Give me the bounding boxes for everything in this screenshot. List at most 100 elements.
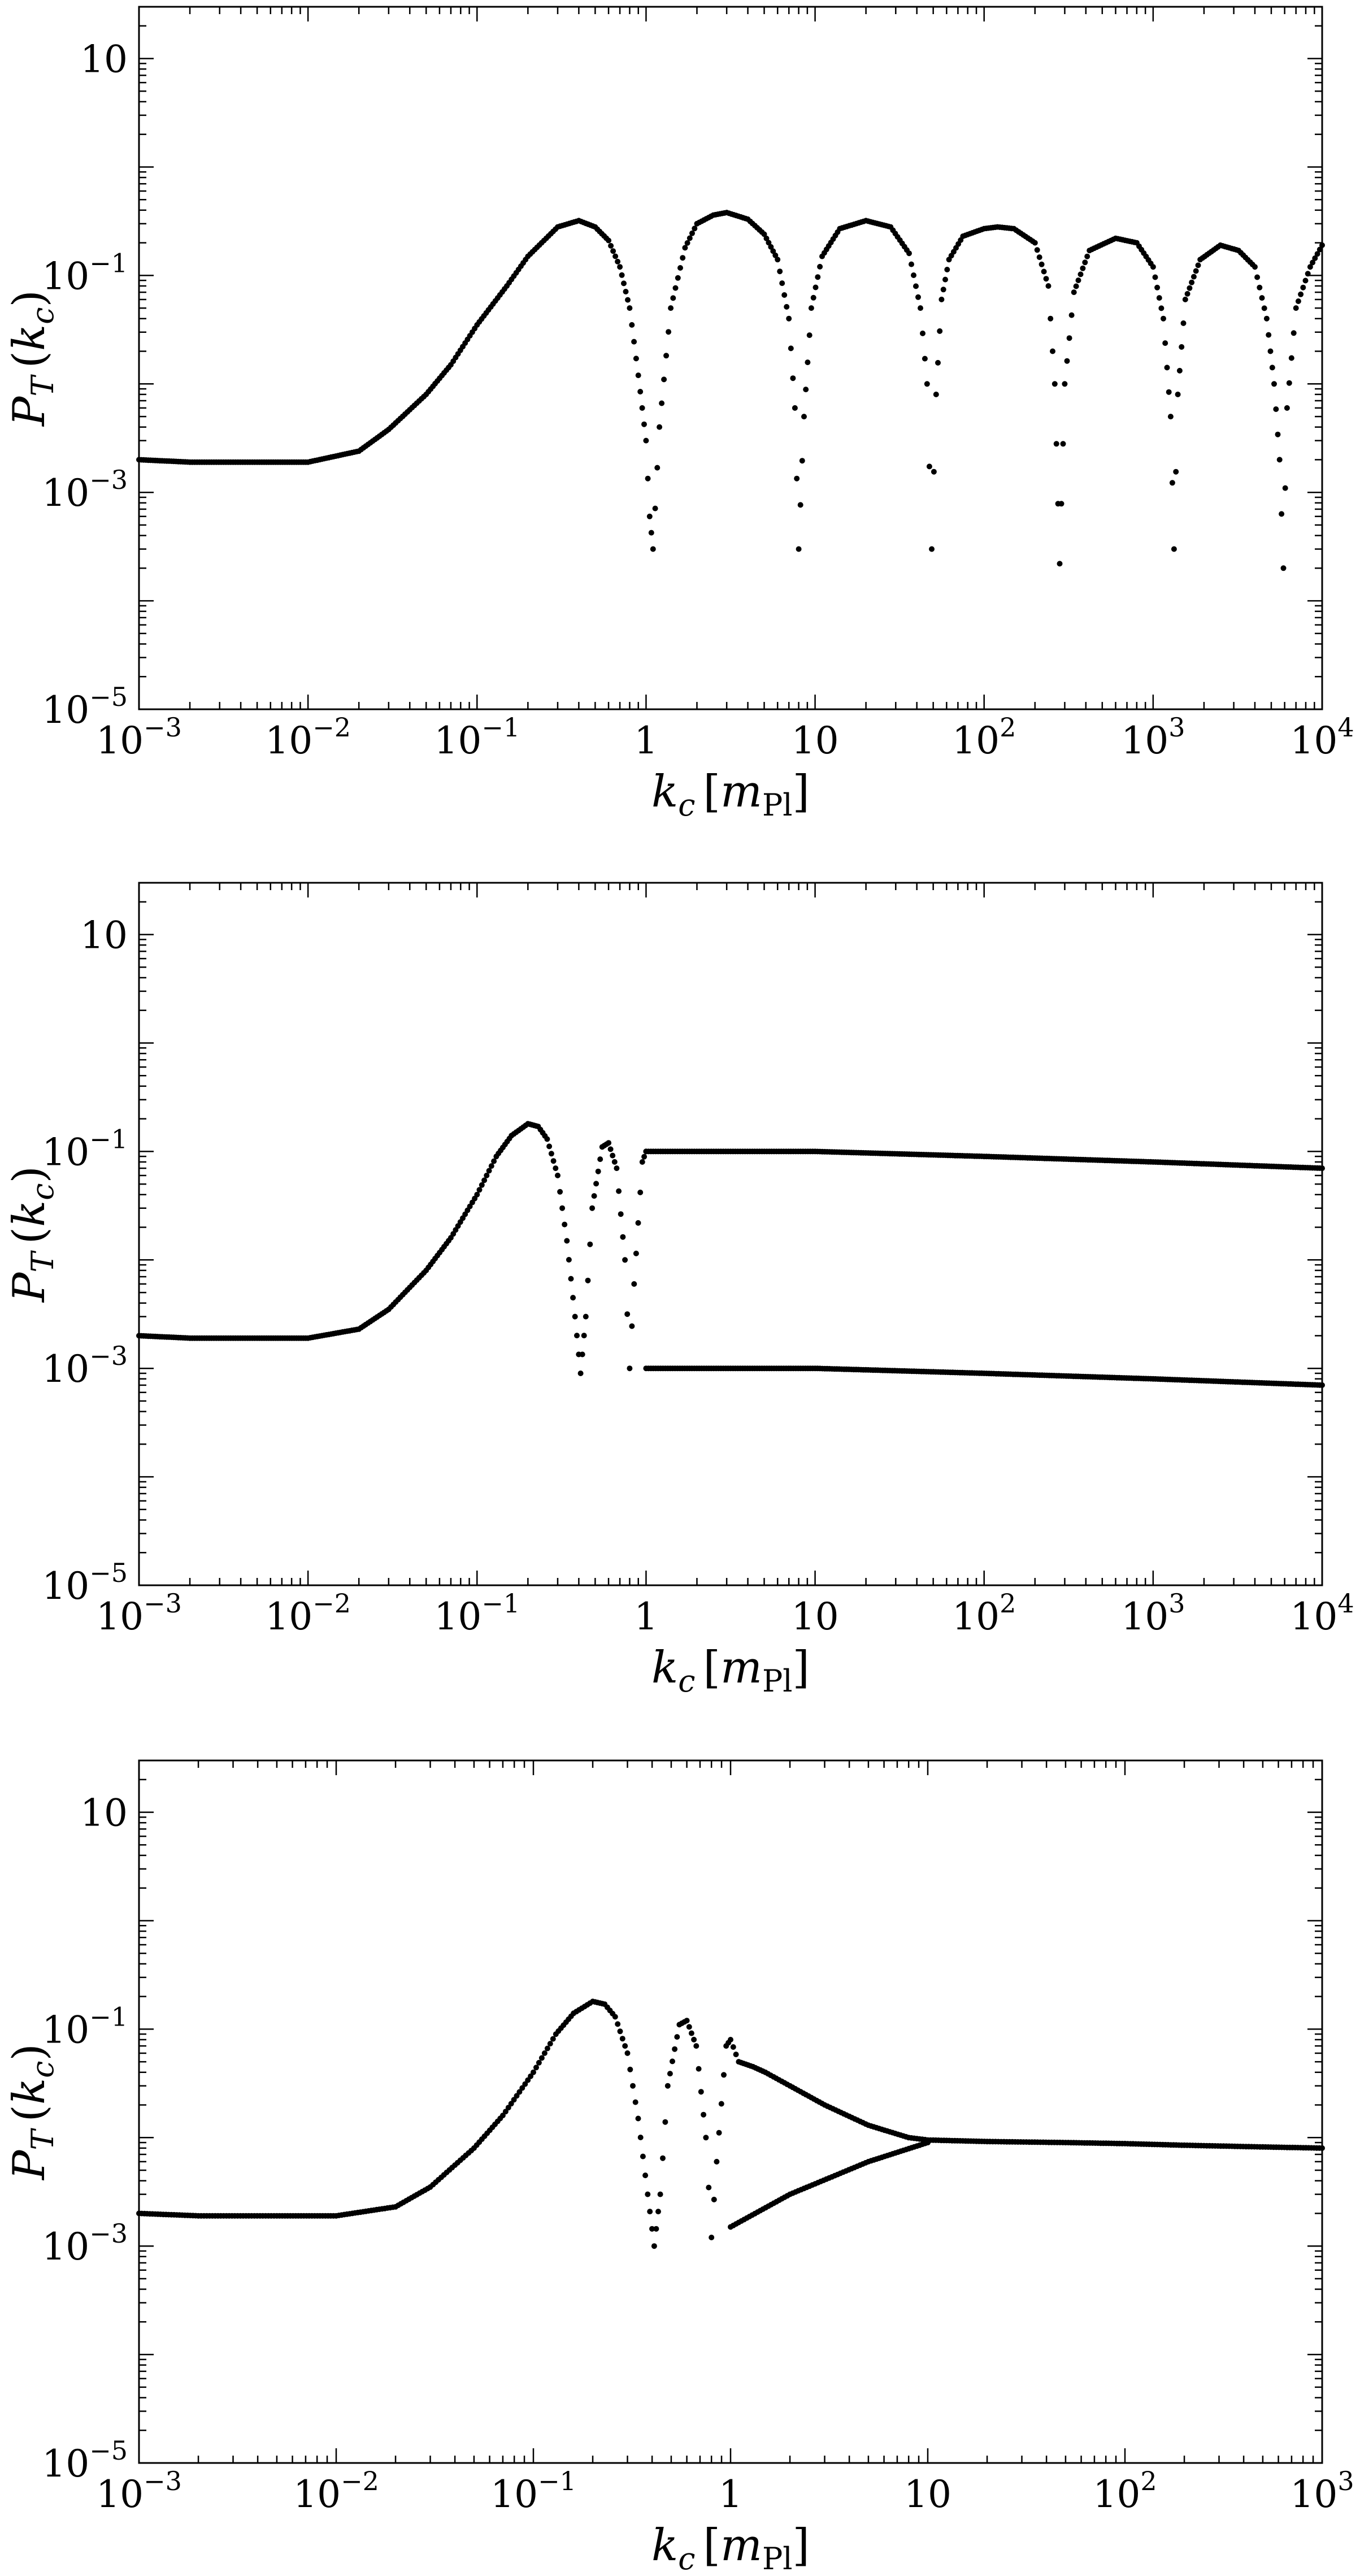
data-point	[637, 2135, 644, 2140]
data-point	[564, 1238, 570, 1244]
data-point	[631, 339, 637, 345]
data-point	[1077, 271, 1084, 277]
y-tick-label: 10−1	[42, 1124, 128, 1174]
y-tick-label: 10	[80, 914, 128, 957]
x-tick-label: 103	[1121, 712, 1185, 762]
data-point	[1182, 296, 1188, 302]
data-point	[706, 2184, 712, 2191]
data-point	[649, 2226, 655, 2232]
data-point	[786, 315, 792, 322]
data-point	[1062, 381, 1068, 387]
data-point	[557, 1189, 563, 1195]
data-point	[587, 1241, 593, 1247]
data-point	[544, 2045, 550, 2052]
data-point	[667, 2071, 673, 2077]
data-point	[803, 387, 809, 393]
data-point	[621, 280, 627, 287]
data-point	[788, 345, 794, 352]
data-point	[508, 2101, 514, 2107]
data-point	[1266, 332, 1272, 338]
data-point	[1071, 289, 1077, 296]
data-point	[623, 289, 629, 294]
data-point	[1179, 344, 1185, 350]
data-point	[763, 235, 770, 241]
data-point	[1286, 380, 1292, 386]
data-point	[637, 1189, 644, 1195]
x-tick-label: 10−1	[434, 712, 520, 762]
x-tick-label: 104	[1290, 712, 1354, 762]
data-point	[581, 1333, 587, 1339]
data-point	[1154, 284, 1161, 290]
data-point	[1187, 285, 1193, 291]
x-tick-label: 10−2	[265, 1588, 351, 1638]
data-point	[635, 1220, 641, 1226]
data-point	[693, 2043, 699, 2049]
data-point	[606, 1140, 612, 1146]
data-point	[915, 294, 921, 300]
data-point	[645, 475, 651, 482]
data-point	[516, 2089, 523, 2095]
data-point	[929, 546, 935, 552]
data-point	[1288, 355, 1294, 361]
data-point	[775, 257, 781, 263]
data-point	[675, 275, 681, 281]
data-point	[922, 355, 928, 362]
data-point	[610, 248, 616, 254]
data-point	[566, 1257, 572, 1263]
data-point	[541, 2050, 548, 2056]
data-point	[619, 272, 625, 278]
data-point	[479, 1182, 485, 1188]
data-point	[913, 283, 919, 289]
data-point	[718, 2101, 724, 2107]
data-point	[1271, 381, 1277, 387]
x-tick-label: 102	[952, 1588, 1016, 1638]
y-tick-label: 10	[80, 38, 128, 81]
x-tick-label: 10	[904, 2473, 951, 2516]
data-point	[585, 1277, 591, 1283]
data-point	[674, 2034, 680, 2040]
x-tick-label: 103	[1290, 2466, 1354, 2516]
data-point	[624, 1311, 631, 1317]
data-point	[533, 2065, 539, 2071]
data-point	[933, 391, 939, 397]
data-point	[511, 2097, 517, 2103]
data-point	[655, 2209, 661, 2215]
data-point	[1193, 268, 1199, 274]
data-point	[538, 2055, 545, 2061]
data-point	[1175, 391, 1181, 397]
data-point	[677, 265, 683, 271]
data-point	[476, 1187, 483, 1193]
x-tick-label: 10−1	[434, 1588, 520, 1638]
data-point	[615, 258, 621, 264]
data-point	[555, 1172, 560, 1178]
data-point	[1173, 469, 1179, 475]
data-point	[630, 2083, 636, 2089]
data-point	[777, 268, 783, 275]
data-point	[608, 242, 614, 249]
data-point	[593, 1181, 599, 1187]
data-point	[589, 1205, 596, 1211]
data-point	[1261, 305, 1267, 311]
data-point	[1176, 367, 1183, 374]
y-tick-label: 10	[80, 1792, 128, 1835]
data-point	[1257, 284, 1263, 290]
data-point	[1043, 276, 1049, 282]
data-point	[1180, 320, 1187, 326]
data-point	[768, 244, 774, 250]
data-points	[136, 210, 1325, 571]
data-point	[635, 2115, 641, 2122]
data-point	[627, 2066, 633, 2072]
x-tick-label: 10−2	[293, 2466, 379, 2516]
data-point	[1169, 480, 1175, 486]
data-point	[1254, 274, 1261, 280]
data-point	[577, 1371, 584, 1376]
data-point	[544, 1136, 550, 1142]
data-point	[1050, 348, 1055, 354]
data-point	[625, 297, 631, 303]
data-point	[1084, 253, 1090, 259]
data-point	[546, 1143, 553, 1150]
x-tick-label: 102	[952, 712, 1016, 762]
data-point	[794, 475, 800, 482]
